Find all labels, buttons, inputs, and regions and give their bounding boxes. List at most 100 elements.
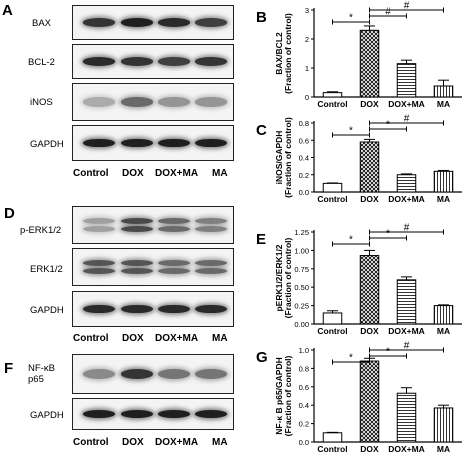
bar xyxy=(396,279,417,325)
blot-label-erk: ERK1/2 xyxy=(30,264,63,275)
bar-chart-g: G NF-κ B p65/GAPDH (Fraction of control) 0.… xyxy=(256,341,462,454)
blot-label-gapdh-f: GAPDH xyxy=(30,410,64,421)
blot-band xyxy=(121,57,153,66)
blot-nfkb xyxy=(72,354,234,394)
y-tick-label: 0.8 xyxy=(299,364,309,373)
blot-label-gapdh-a: GAPDH xyxy=(30,139,64,150)
lane-label-dox: DOX xyxy=(122,333,144,344)
blot-gapdh-d xyxy=(72,291,234,327)
blot-band xyxy=(194,18,227,27)
blot-perk xyxy=(72,206,234,244)
y-tick-label: 1.25 xyxy=(294,228,309,237)
blot-band xyxy=(157,138,190,148)
x-tick-label: MA xyxy=(437,326,450,336)
blot-label-gapdh-d: GAPDH xyxy=(30,305,64,316)
blot-band xyxy=(121,138,153,148)
bar xyxy=(359,255,380,325)
y-tick-label: 3 xyxy=(305,6,309,15)
blot-inos xyxy=(72,83,234,121)
blot-band xyxy=(82,97,115,107)
blot-band xyxy=(82,369,115,379)
y-tick-label: 0.25 xyxy=(294,302,309,311)
y-axis-label: (Fraction of control) xyxy=(283,237,293,318)
blot-band xyxy=(82,259,115,266)
bar xyxy=(322,182,343,193)
bar xyxy=(322,312,343,325)
blot-band xyxy=(194,410,227,418)
y-tick-label: 0.0 xyxy=(299,438,309,447)
blot-band xyxy=(121,18,153,27)
significance-symbol: * xyxy=(386,347,390,358)
x-tick-label: DOX xyxy=(360,99,379,109)
blot-bax xyxy=(72,5,234,40)
x-tick-label: DOX+MA xyxy=(388,194,425,204)
panel-letter-b: B xyxy=(256,9,267,26)
blot-band xyxy=(82,304,115,314)
blot-bcl2 xyxy=(72,44,234,79)
lane-label-ma: MA xyxy=(212,333,228,344)
blot-band xyxy=(157,57,190,66)
blot-band xyxy=(194,97,227,107)
bar xyxy=(396,174,417,193)
panel-letter-a: A xyxy=(2,2,13,19)
blot-band xyxy=(194,259,227,266)
y-tick-label: 0.2 xyxy=(299,171,309,180)
panel-letter-g: G xyxy=(256,349,268,366)
x-tick-label: DOX+MA xyxy=(388,99,425,109)
lane-label-ma: MA xyxy=(212,437,228,448)
bar xyxy=(396,392,417,443)
blot-label-inos: iNOS xyxy=(30,97,53,108)
blot-band xyxy=(157,304,190,314)
y-tick-label: 0 xyxy=(305,93,309,102)
blot-label-perk: p-ERK1/2 xyxy=(20,225,62,236)
blot-band xyxy=(121,97,153,107)
y-tick-label: 0.0 xyxy=(299,188,309,197)
x-tick-label: Control xyxy=(317,194,347,204)
blot-band xyxy=(194,369,227,379)
y-axis-label: iNOS/GAPDH xyxy=(274,131,284,185)
significance-symbol: * xyxy=(349,13,353,24)
y-tick-label: 2 xyxy=(305,35,309,44)
lane-label-control: Control xyxy=(73,168,109,179)
panel-letter-f: F xyxy=(4,360,14,377)
y-tick-label: 0.00 xyxy=(294,320,309,329)
x-tick-label: DOX+MA xyxy=(388,326,425,336)
bar xyxy=(359,29,380,98)
blot-band xyxy=(194,226,227,233)
blot-band xyxy=(82,410,115,418)
panel-letter-e: E xyxy=(256,231,266,248)
blot-band xyxy=(157,97,190,107)
y-axis-label: BAX/BCL2 xyxy=(274,32,284,75)
panel-letter-d: D xyxy=(4,205,15,222)
blot-band xyxy=(194,138,227,148)
panel-letter-c: C xyxy=(256,122,267,139)
significance-symbol: * xyxy=(349,126,353,137)
significance-symbol: * xyxy=(349,353,353,364)
bar-chart-b: B BAX/BCL2 (Fraction of control) 0 1 2 3 Contro… xyxy=(256,1,462,109)
blot-band xyxy=(82,268,115,275)
significance-symbol: # xyxy=(385,7,391,18)
blot-band xyxy=(121,410,153,418)
lane-label-dox: DOX xyxy=(122,437,144,448)
y-tick-label: 1.00 xyxy=(294,246,309,255)
significance-symbol: # xyxy=(404,1,410,12)
blot-label-bcl2: BCL-2 xyxy=(28,57,55,68)
lane-label-dox-ma: DOX+MA xyxy=(155,437,199,448)
blot-band xyxy=(82,138,115,148)
significance-symbol: # xyxy=(404,341,410,352)
blot-band xyxy=(121,304,153,314)
y-tick-label: 1.0 xyxy=(299,346,309,355)
y-tick-label: 0.4 xyxy=(299,401,309,410)
blot-band xyxy=(157,217,190,224)
lane-label-dox: DOX xyxy=(122,168,144,179)
x-tick-label: Control xyxy=(317,444,347,454)
blot-band xyxy=(157,226,190,233)
blot-label-nfkb: NF-κB p65 xyxy=(28,363,55,385)
lane-label-dox-ma: DOX+MA xyxy=(155,168,199,179)
blot-band xyxy=(121,217,153,224)
blot-band xyxy=(121,268,153,275)
significance-symbol: * xyxy=(386,229,390,240)
lane-label-control: Control xyxy=(73,437,109,448)
y-tick-label: 0.6 xyxy=(299,136,309,145)
